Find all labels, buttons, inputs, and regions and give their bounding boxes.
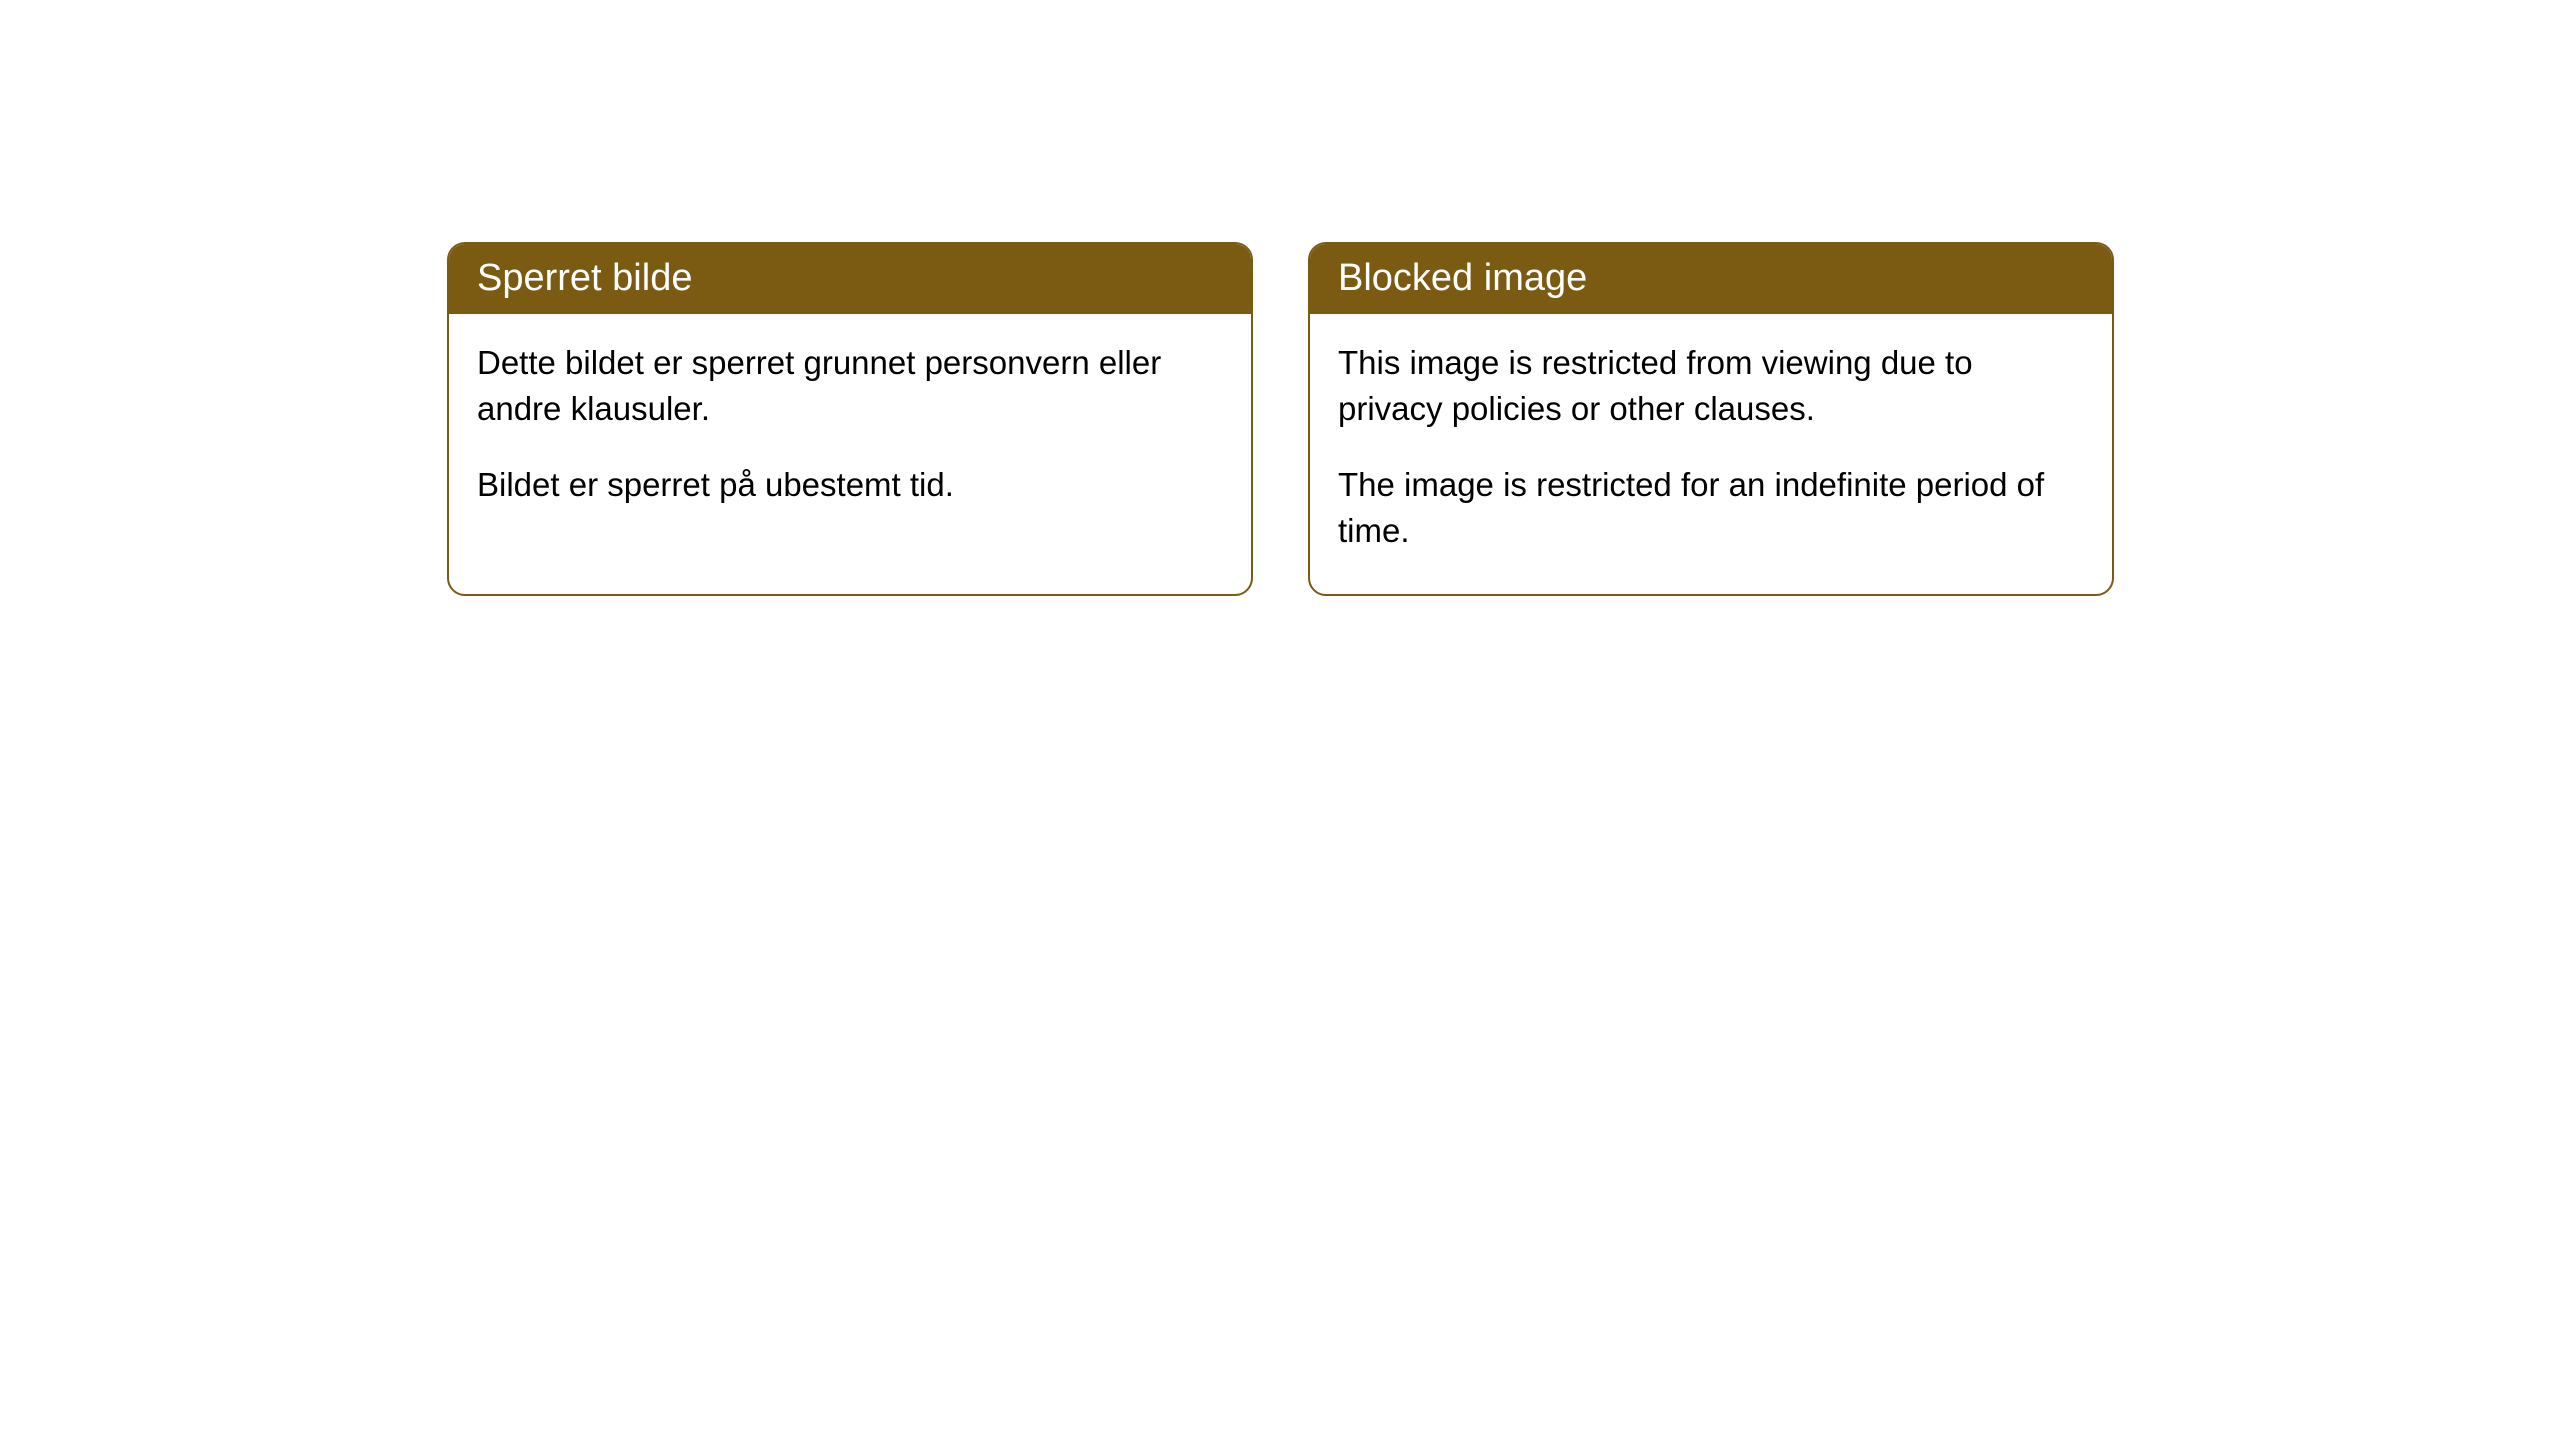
cards-container: Sperret bilde Dette bildet er sperret gr… bbox=[0, 0, 2560, 596]
card-text-norwegian-1: Dette bildet er sperret grunnet personve… bbox=[477, 340, 1223, 432]
card-header-english: Blocked image bbox=[1310, 244, 2112, 314]
blocked-image-card-english: Blocked image This image is restricted f… bbox=[1308, 242, 2114, 596]
card-text-norwegian-2: Bildet er sperret på ubestemt tid. bbox=[477, 462, 1223, 508]
card-text-english-1: This image is restricted from viewing du… bbox=[1338, 340, 2084, 432]
card-body-english: This image is restricted from viewing du… bbox=[1310, 314, 2112, 595]
card-header-norwegian: Sperret bilde bbox=[449, 244, 1251, 314]
card-body-norwegian: Dette bildet er sperret grunnet personve… bbox=[449, 314, 1251, 549]
blocked-image-card-norwegian: Sperret bilde Dette bildet er sperret gr… bbox=[447, 242, 1253, 596]
card-text-english-2: The image is restricted for an indefinit… bbox=[1338, 462, 2084, 554]
